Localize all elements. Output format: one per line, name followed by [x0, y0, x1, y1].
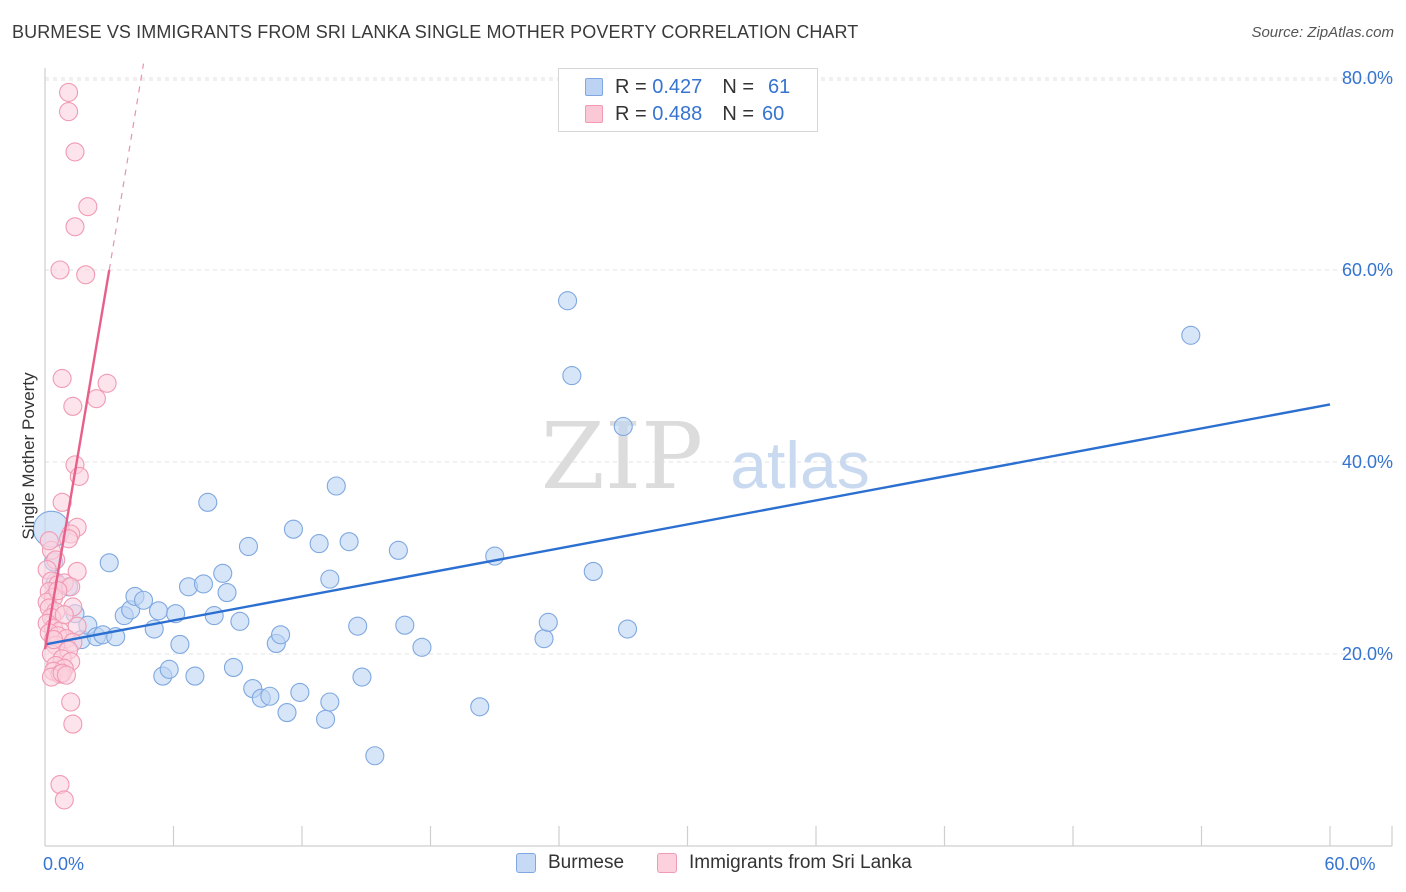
- series-swatch-burmese: [516, 853, 536, 873]
- burmese-point: [562, 366, 582, 386]
- burmese-point: [309, 534, 329, 554]
- sri-lanka-point: [54, 605, 74, 625]
- legend-r-label: R =: [615, 75, 647, 98]
- burmese-point: [613, 416, 633, 437]
- correlation-legend: R = 0.427 N = 61 R = 0.488 N = 60: [558, 68, 818, 132]
- sri-lanka-point: [52, 368, 72, 389]
- y-tick-label: 80.0%: [1342, 68, 1393, 88]
- legend-n-label: N =: [722, 102, 754, 125]
- chart-title: BURMESE VS IMMIGRANTS FROM SRI LANKA SIN…: [12, 22, 859, 42]
- sri-lanka-point: [97, 373, 117, 393]
- sri-lanka-point: [61, 692, 81, 712]
- trend-lines: [43, 63, 1331, 650]
- burmese-point: [290, 682, 310, 702]
- burmese-point: [412, 637, 432, 657]
- sri-lanka-point: [50, 260, 70, 280]
- burmese-point: [159, 659, 179, 679]
- sri-lanka-point: [63, 714, 83, 734]
- burmese-point: [193, 574, 214, 594]
- watermark-atlas: atlas: [730, 428, 869, 502]
- burmese-point: [213, 563, 233, 583]
- sri-lanka-point: [65, 217, 85, 237]
- burmese-point: [617, 619, 638, 639]
- sri-lanka-point: [52, 492, 72, 512]
- data-points: [32, 82, 1201, 810]
- burmese-point: [1181, 325, 1201, 345]
- series-legend-burmese: Burmese: [516, 852, 624, 874]
- y-tick-label: 40.0%: [1342, 452, 1393, 472]
- burmese-point: [470, 697, 490, 717]
- burmese-trend-line: [44, 403, 1331, 646]
- gridlines: [45, 77, 1392, 655]
- sri-lanka-point: [56, 665, 76, 685]
- legend-row-burmese: R = 0.427 N = 61: [585, 75, 790, 99]
- burmese-point: [230, 611, 250, 631]
- sri-lanka-trend-line: [43, 269, 111, 650]
- series-label-sri-lanka: Immigrants from Sri Lanka: [689, 852, 912, 873]
- legend-r-value-burmese: 0.427: [652, 75, 703, 98]
- sri-lanka-trend-extension: [108, 63, 145, 271]
- burmese-point: [339, 532, 359, 552]
- burmese-point: [558, 291, 578, 311]
- legend-swatch-burmese: [585, 78, 603, 96]
- burmese-point: [326, 476, 346, 496]
- burmese-point: [99, 553, 119, 573]
- burmese-point: [170, 634, 190, 654]
- sri-lanka-point: [59, 82, 79, 102]
- sri-lanka-point: [86, 389, 106, 409]
- x-tick-label: 0.0%: [43, 854, 84, 874]
- burmese-point: [148, 601, 169, 621]
- legend-row-sri-lanka: R = 0.488 N = 60: [585, 102, 784, 126]
- burmese-point: [217, 583, 237, 603]
- burmese-point: [277, 703, 297, 723]
- burmese-point: [198, 492, 218, 512]
- burmese-point: [185, 666, 205, 686]
- burmese-point: [238, 536, 259, 557]
- series-legend: Burmese Immigrants from Sri Lanka: [0, 852, 1406, 878]
- legend-n-label: N =: [722, 75, 754, 98]
- legend-n-value-burmese: 61: [768, 75, 791, 98]
- burmese-point: [283, 519, 303, 539]
- sri-lanka-point: [65, 142, 85, 162]
- y-axis-label: Single Mother Poverty: [19, 372, 38, 540]
- x-tick-label: 60.0%: [1324, 854, 1375, 874]
- series-swatch-sri-lanka: [657, 853, 677, 873]
- legend-r-value-sri-lanka: 0.488: [652, 102, 703, 125]
- sri-lanka-point: [39, 531, 59, 551]
- burmese-point: [260, 686, 280, 706]
- legend-n-value-sri-lanka: 60: [762, 102, 785, 125]
- burmese-point: [204, 606, 224, 626]
- burmese-point: [395, 615, 415, 635]
- source-label: Source: ZipAtlas.com: [1251, 24, 1394, 41]
- burmese-point: [352, 667, 372, 687]
- burmese-point: [320, 569, 340, 589]
- burmese-point: [320, 692, 340, 712]
- burmese-point: [316, 709, 336, 729]
- series-legend-sri-lanka: Immigrants from Sri Lanka: [657, 852, 912, 874]
- sri-lanka-point: [59, 102, 79, 122]
- burmese-point: [133, 590, 154, 610]
- burmese-point: [365, 746, 385, 766]
- sri-lanka-point: [54, 790, 74, 810]
- burmese-point: [534, 629, 554, 649]
- burmese-point: [223, 657, 244, 677]
- burmese-point: [583, 561, 603, 581]
- sri-lanka-point: [48, 581, 68, 601]
- legend-r-label: R =: [615, 102, 647, 125]
- sri-lanka-point: [63, 396, 83, 416]
- series-label-burmese: Burmese: [548, 852, 625, 873]
- axes: [44, 68, 1393, 847]
- tick-labels: 20.0% 40.0% 60.0% 80.0% 0.0% 60.0%: [43, 68, 1393, 874]
- sri-lanka-point: [78, 197, 98, 217]
- legend-swatch-sri-lanka: [585, 105, 603, 123]
- burmese-point: [348, 616, 368, 636]
- burmese-point: [271, 625, 291, 645]
- y-tick-label: 60.0%: [1342, 260, 1393, 280]
- burmese-point: [538, 612, 558, 632]
- y-tick-label: 20.0%: [1342, 644, 1393, 664]
- sri-lanka-point: [76, 265, 96, 285]
- burmese-point: [388, 540, 408, 560]
